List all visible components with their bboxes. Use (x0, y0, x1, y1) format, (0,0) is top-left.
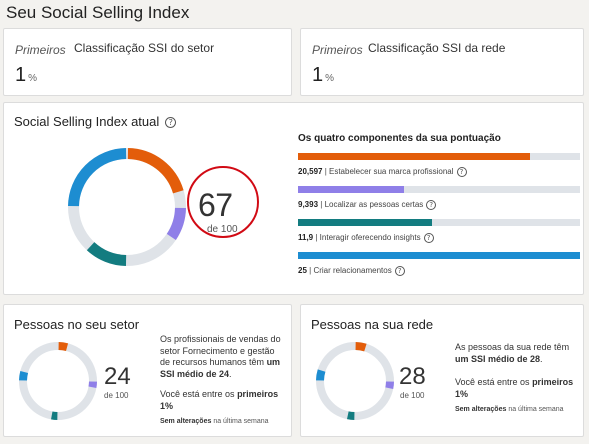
sector-average: um SSI médio de 24 (160, 357, 281, 379)
sector-description-text: Os profissionais de vendas do setor Forn… (160, 334, 281, 367)
sector-ranking-label: Classificação SSI do setor (74, 41, 215, 55)
network-ranking-value: 1 (312, 64, 324, 86)
component-name-brand: Estabelecer sua marca profissional (329, 167, 454, 177)
sector-rank-qualifier: primeiros (237, 389, 279, 399)
sector-donut-chart (18, 341, 98, 421)
sector-rank-text: Você está entre os primeiros 1% (160, 389, 285, 412)
components-title: Os quatro componentes da sua pontuação (298, 133, 501, 144)
sector-ranking-value-wrap: 1% (15, 64, 37, 87)
component-name-engage: Interagir oferecendo insights (319, 233, 421, 243)
sector-description: Os profissionais de vendas do setor Forn… (160, 334, 285, 380)
network-description: As pessoas da sua rede têm um SSI médio … (455, 342, 580, 365)
network-rank-text: Você está entre os primeiros 1% (455, 377, 580, 400)
ssi-donut-segment-relationships (68, 148, 127, 207)
component-fill-engage (298, 219, 433, 226)
component-fill-relationships (298, 252, 580, 259)
network-donut-track (316, 342, 394, 420)
ssi-donut-segment-brand (127, 148, 184, 194)
ssi-donut-svg (68, 148, 186, 266)
network-donut-chart (315, 341, 395, 421)
component-name-relationships: Criar relacionamentos (313, 266, 392, 276)
sector-donut-segment-relationships (19, 370, 29, 381)
network-donut-segment-engage (346, 411, 355, 420)
sector-description-end: . (229, 368, 232, 379)
component-label-find: 9,393 | Localizar as pessoas certas? (298, 200, 437, 210)
component-fill-brand (298, 153, 531, 160)
ssi-donut-segment-engage (86, 242, 127, 266)
network-rank-prefix: Você está entre os (455, 377, 533, 387)
sector-change-note: Sem alterações na última semana (160, 418, 269, 425)
network-donut-segment-relationships (316, 369, 326, 381)
component-value-relationships: 25 (298, 266, 307, 276)
network-change-note: Sem alterações na última semana (455, 406, 564, 413)
score-highlight-circle (187, 166, 259, 238)
sector-ranking-value: 1 (15, 64, 27, 86)
sector-score: 24 (104, 363, 131, 390)
sector-donut-track (19, 342, 97, 420)
page-title: Seu Social Selling Index (6, 3, 190, 22)
ssi-donut-segment-find (166, 207, 186, 241)
component-value-brand: 20,597 (298, 167, 323, 177)
network-card: Pessoas na sua rede 28 de 100 As pessoas… (300, 304, 584, 437)
ssi-card: Social Selling Index atual? 67 de 100 Os… (3, 102, 584, 295)
network-donut-segment-brand (355, 342, 367, 352)
network-ranking-qualifier: Primeiros (312, 43, 363, 57)
network-donut-svg (316, 342, 394, 420)
component-label-brand: 20,597 | Estabelecer sua marca profissio… (298, 167, 467, 177)
network-description-end: . (540, 353, 543, 364)
component-bar-find (298, 186, 580, 193)
help-icon[interactable]: ? (423, 233, 434, 243)
network-rank-qualifier: primeiros (532, 377, 574, 387)
sector-donut-segment-find (88, 381, 97, 388)
component-bar-brand (298, 153, 580, 160)
sector-rank-value: 1% (160, 400, 174, 411)
component-value-find: 9,393 (298, 200, 319, 210)
network-ranking-label: Classificação SSI da rede (368, 41, 506, 55)
network-description-text: As pessoas da sua rede têm (455, 342, 570, 352)
sector-donut-segment-brand (58, 342, 69, 352)
sector-donut-segment-engage (51, 411, 58, 420)
network-score: 28 (399, 363, 426, 390)
help-icon[interactable]: ? (426, 200, 437, 210)
network-ranking-value-wrap: 1% (312, 64, 334, 87)
sector-ranking-unit: % (28, 73, 38, 84)
network-score-of: de 100 (400, 391, 425, 400)
component-label-engage: 11,9 | Interagir oferecendo insights? (298, 233, 434, 243)
help-icon[interactable]: ? (456, 167, 467, 177)
network-title: Pessoas na sua rede (311, 317, 434, 332)
help-icon[interactable]: ? (394, 266, 405, 276)
network-rank-value: 1% (455, 388, 469, 399)
ssi-title: Social Selling Index atual (14, 114, 160, 129)
component-bar-engage (298, 219, 580, 226)
component-bar-relationships (298, 252, 580, 259)
sector-change-period: na última semana (211, 418, 269, 425)
network-ranking-unit: % (325, 73, 335, 84)
sector-card: Pessoas no seu setor 24 de 100 Os profis… (3, 304, 292, 437)
network-change-status: Sem alterações (455, 406, 507, 413)
network-change-period: na última semana (506, 406, 564, 413)
sector-title: Pessoas no seu setor (14, 317, 140, 332)
ssi-donut-track (68, 148, 186, 266)
sector-ranking-qualifier: Primeiros (15, 43, 66, 57)
ssi-title-wrap: Social Selling Index atual? (14, 114, 177, 129)
sector-donut-svg (19, 342, 97, 420)
sector-change-status: Sem alterações (160, 418, 212, 425)
component-value-engage: 11,9 (298, 233, 314, 243)
component-name-find: Localizar as pessoas certas (324, 200, 424, 210)
component-label-relationships: 25 | Criar relacionamentos? (298, 266, 405, 276)
ssi-donut-chart (67, 147, 187, 267)
sector-rank-prefix: Você está entre os (160, 389, 238, 399)
sector-score-of: de 100 (104, 391, 129, 400)
help-icon[interactable]: ? (165, 117, 177, 129)
network-donut-segment-find (385, 381, 394, 390)
network-average: um SSI médio de 28 (455, 353, 541, 364)
component-fill-find (298, 186, 404, 193)
sector-ranking-card: Primeiros Classificação SSI do setor 1% (3, 28, 292, 96)
network-ranking-card: Primeiros Classificação SSI da rede 1% (300, 28, 584, 96)
